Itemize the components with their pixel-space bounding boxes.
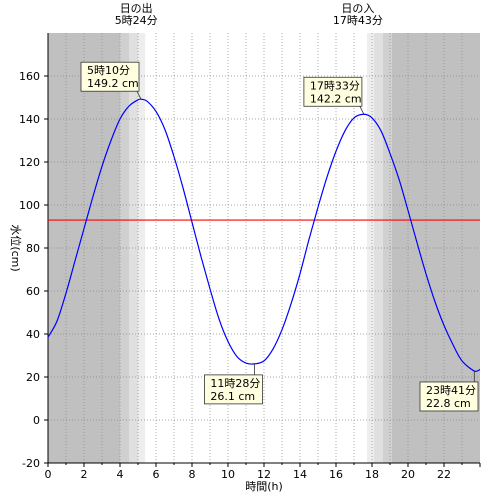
x-tick-label: 8 (189, 468, 196, 481)
callout-box (303, 76, 363, 107)
callout-time: 11時28分 (210, 377, 260, 390)
x-tick-label: 16 (329, 468, 343, 481)
y-tick-label: 40 (26, 328, 40, 341)
x-tick-label: 18 (365, 468, 379, 481)
callout-time: 23時41分 (426, 384, 476, 397)
x-tick-label: 0 (45, 468, 52, 481)
night-band (120, 33, 129, 463)
night-band (129, 33, 138, 463)
y-tick-label: 160 (19, 70, 40, 83)
y-axis-title: 水位(cm) (9, 224, 23, 271)
x-tick-label: 2 (81, 468, 88, 481)
callout-box (80, 61, 140, 92)
night-band (366, 33, 374, 463)
sun-event-time: 5時24分 (115, 14, 158, 27)
sun-event-time: 17時43分 (333, 14, 383, 27)
callout-time: 17時33分 (310, 79, 360, 92)
x-tick-label: 10 (221, 468, 235, 481)
callout-level: 142.2 cm (310, 92, 362, 105)
sun-event-title: 日の出 (120, 1, 153, 15)
callout-level: 22.8 cm (426, 397, 471, 410)
x-tick-label: 6 (153, 468, 160, 481)
y-tick-label: 0 (33, 414, 40, 427)
x-tick-label: 14 (293, 468, 307, 481)
x-tick-label: 4 (117, 468, 124, 481)
y-tick-label: 80 (26, 242, 40, 255)
callout-pointer (136, 91, 142, 100)
callout-pointer (359, 106, 365, 115)
x-axis-title: 時間(h) (245, 480, 283, 493)
callout-level: 149.2 cm (87, 77, 139, 90)
x-tick-label: 22 (437, 468, 451, 481)
tide-curve (47, 98, 481, 372)
x-tick-label: 20 (401, 468, 415, 481)
y-tick-label: 20 (26, 371, 40, 384)
y-tick-label: 140 (19, 113, 40, 126)
y-tick-label: 100 (19, 199, 40, 212)
callout-box (419, 381, 479, 412)
y-tick-label: 60 (26, 285, 40, 298)
sun-event-title: 日の入 (341, 2, 374, 15)
callout-time: 5時10分 (87, 64, 130, 77)
y-tick-label: -20 (22, 457, 40, 470)
callout-level: 26.1 cm (210, 390, 255, 403)
callout-box (204, 374, 263, 405)
x-tick-label: 12 (257, 468, 271, 481)
y-tick-label: 120 (19, 156, 40, 169)
